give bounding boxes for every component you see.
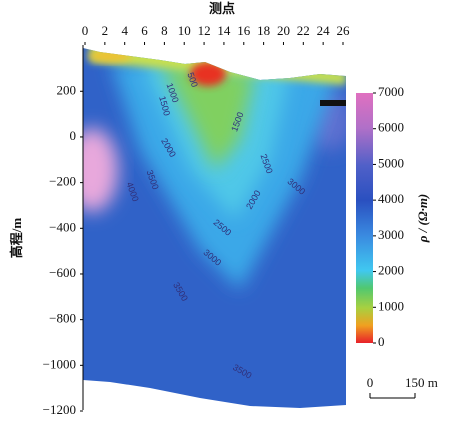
scale-bar-label: 150 m <box>405 375 438 390</box>
chart-title: 测点 <box>209 1 235 16</box>
y-tick-label: −400 <box>49 219 76 234</box>
x-tick-label: 26 <box>337 23 351 38</box>
x-tick-label: 14 <box>217 23 231 38</box>
colorbar-tick-label: 6000 <box>378 120 404 135</box>
x-tick-label: 24 <box>317 23 331 38</box>
x-tick-label: 8 <box>161 23 168 38</box>
y-tick-label: −1200 <box>43 402 76 417</box>
x-tick-label: 18 <box>257 23 270 38</box>
x-tick-label: 6 <box>141 23 148 38</box>
colorbar <box>356 93 373 343</box>
x-tick-label: 12 <box>198 23 211 38</box>
y-tick-label: 0 <box>70 128 77 143</box>
y-tick-label: −800 <box>49 311 76 326</box>
y-axis-label: 高程/m <box>9 218 24 259</box>
x-tick-label: 2 <box>102 23 109 38</box>
y-tick-label: −200 <box>49 174 76 189</box>
y-tick-label: −600 <box>49 265 76 280</box>
x-tick-label: 16 <box>237 23 251 38</box>
colorbar-tick-label: 0 <box>378 334 385 349</box>
x-tick-label: 20 <box>277 23 290 38</box>
colorbar-tick-label: 4000 <box>378 191 404 206</box>
colorbar-tick-label: 2000 <box>378 263 404 278</box>
colorbar-tick-label: 3000 <box>378 227 404 242</box>
colorbar-title: ρ / (Ω·m) <box>415 194 430 244</box>
x-tick-label: 10 <box>178 23 191 38</box>
resistivity-field <box>83 48 346 408</box>
y-tick-label: −1000 <box>43 356 76 371</box>
x-tick-label: 0 <box>82 23 89 38</box>
x-tick-label: 22 <box>297 23 310 38</box>
colorbar-tick-label: 7000 <box>378 84 404 99</box>
y-tick-label: 200 <box>57 82 77 97</box>
x-tick-label: 4 <box>121 23 128 38</box>
colorbar-tick-label: 5000 <box>378 155 404 170</box>
contour-label: 500 <box>185 71 200 89</box>
scale-bar-label: 0 <box>367 375 374 390</box>
colorbar-tick-label: 1000 <box>378 298 404 313</box>
